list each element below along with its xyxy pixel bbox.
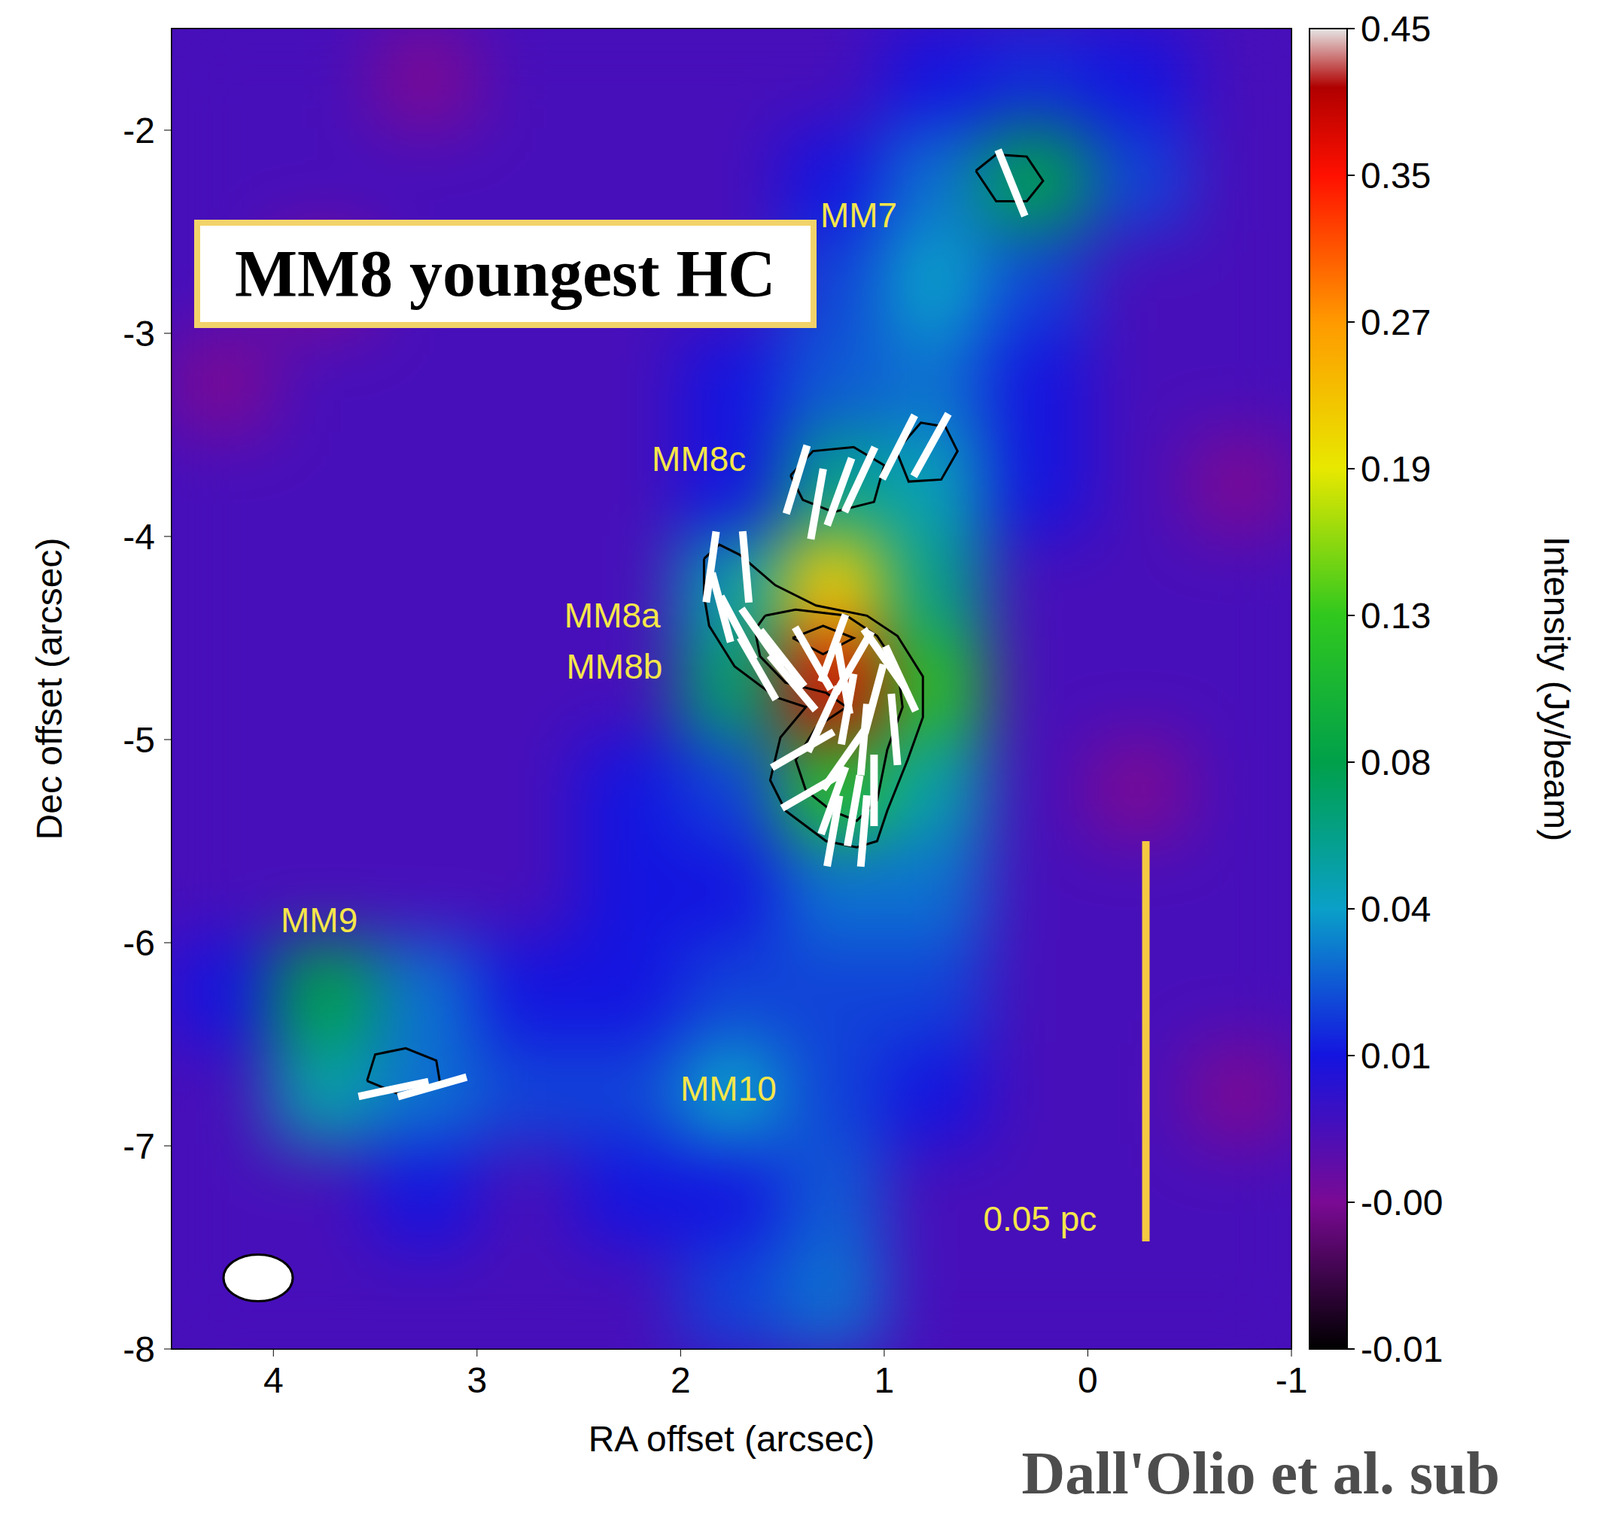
svg-text:0: 0 — [1077, 1360, 1099, 1401]
svg-text:-8: -8 — [122, 1329, 156, 1370]
svg-text:-1: -1 — [1275, 1360, 1308, 1401]
svg-text:0.45: 0.45 — [1360, 9, 1431, 49]
svg-text:-4: -4 — [122, 517, 156, 557]
svg-text:RA offset (arcsec): RA offset (arcsec) — [588, 1419, 876, 1460]
svg-text:MM8a: MM8a — [564, 596, 661, 636]
svg-text:0.04: 0.04 — [1360, 889, 1431, 930]
svg-text:0.08: 0.08 — [1360, 742, 1431, 783]
svg-text:MM10: MM10 — [680, 1069, 777, 1109]
svg-text:0.19: 0.19 — [1360, 449, 1431, 490]
svg-text:4: 4 — [263, 1360, 284, 1401]
svg-text:Dall'Olio et al. sub: Dall'Olio et al. sub — [1021, 1440, 1500, 1507]
svg-text:-3: -3 — [122, 313, 156, 354]
svg-text:MM9: MM9 — [280, 900, 358, 940]
svg-text:0.01: 0.01 — [1360, 1036, 1431, 1077]
html-text:MM8 youngest HC: MM8 youngest HC — [234, 237, 776, 311]
svg-text:-0.00: -0.00 — [1360, 1183, 1443, 1223]
svg-text:-0.01: -0.01 — [1360, 1329, 1443, 1370]
svg-text:MM8b: MM8b — [566, 647, 664, 687]
svg-text:2: 2 — [670, 1360, 691, 1401]
svg-text:0.35: 0.35 — [1360, 155, 1431, 196]
svg-text:-5: -5 — [122, 720, 156, 761]
svg-text:-7: -7 — [122, 1126, 156, 1167]
svg-text:0.27: 0.27 — [1360, 302, 1431, 343]
svg-text:0.05 pc: 0.05 pc — [982, 1199, 1097, 1239]
svg-text:Dec offset (arcsec): Dec offset (arcsec) — [29, 538, 70, 841]
svg-text:Intensity (Jy/beam): Intensity (Jy/beam) — [1536, 536, 1577, 842]
svg-text:0.13: 0.13 — [1360, 596, 1431, 636]
svg-text:1: 1 — [874, 1360, 895, 1401]
svg-text:MM7: MM7 — [820, 195, 898, 235]
svg-text:-6: -6 — [122, 923, 156, 964]
svg-text:3: 3 — [466, 1360, 487, 1401]
svg-text:MM8c: MM8c — [651, 439, 746, 479]
svg-text:-2: -2 — [122, 110, 156, 151]
